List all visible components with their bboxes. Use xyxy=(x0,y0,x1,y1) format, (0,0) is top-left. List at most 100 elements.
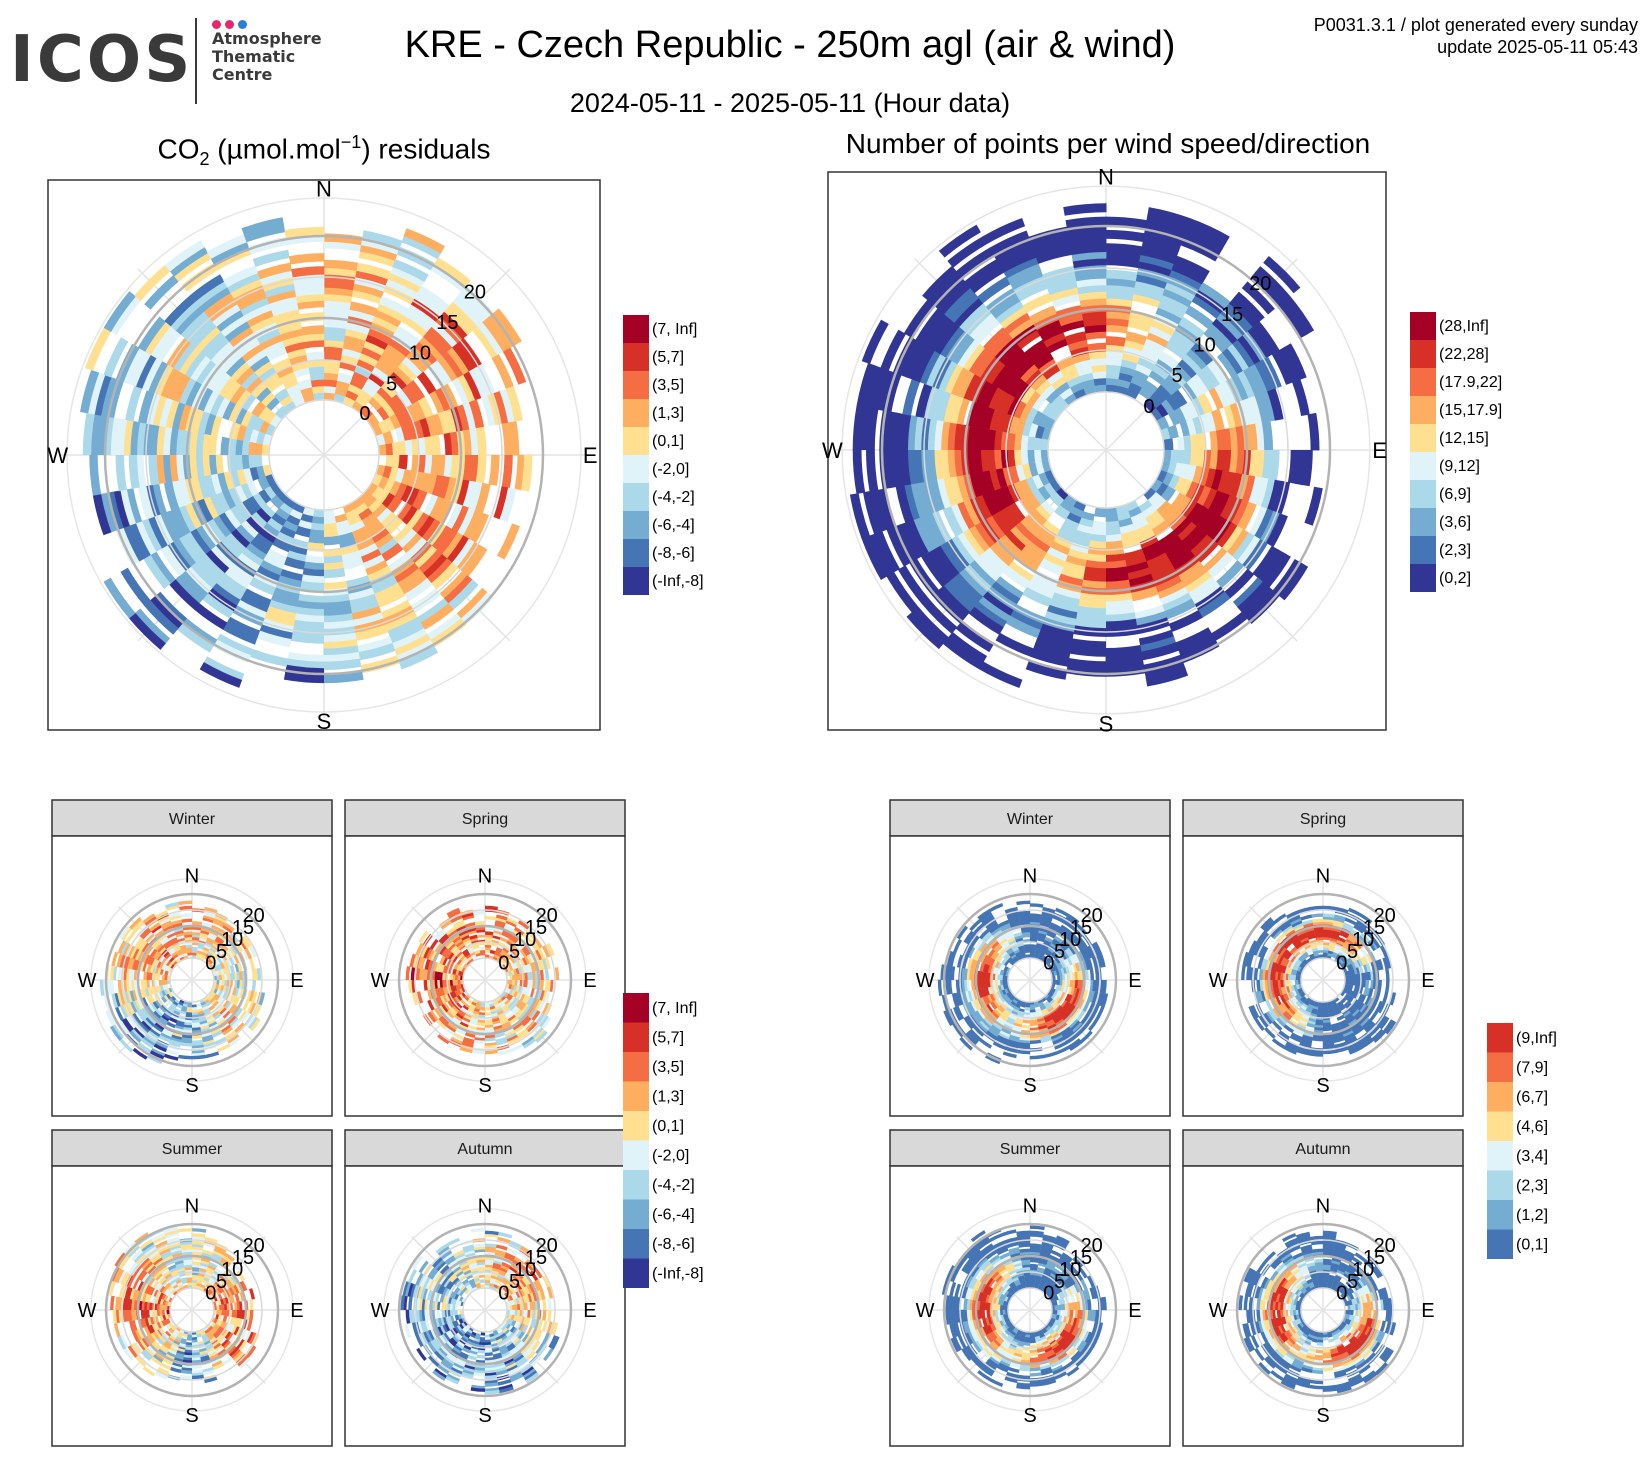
polar-cell xyxy=(1039,324,1064,342)
polar-cell xyxy=(278,393,293,408)
polar-cell xyxy=(203,1041,216,1049)
polar-cell xyxy=(217,933,227,942)
polar-cell xyxy=(372,422,385,436)
polar-cell xyxy=(229,360,251,382)
polar-cell xyxy=(103,291,136,332)
polar-cell xyxy=(1064,331,1087,345)
polar-cell xyxy=(191,1034,203,1039)
polar-cell xyxy=(899,521,923,561)
polar-cell xyxy=(249,511,268,530)
polar-cell xyxy=(165,509,185,540)
polar-cell xyxy=(1300,450,1313,487)
polar-cell xyxy=(905,342,929,380)
polar-cell xyxy=(202,1037,214,1043)
polar-cell xyxy=(1254,266,1291,302)
radial-tick-label: 10 xyxy=(409,342,431,364)
direction-label-e: E xyxy=(583,1300,596,1322)
polar-cell xyxy=(1224,568,1255,599)
polar-cell xyxy=(1243,366,1263,397)
polar-cell xyxy=(378,354,400,373)
polar-cell xyxy=(1181,499,1199,520)
polar-cell xyxy=(89,454,102,496)
polar-cell xyxy=(368,522,387,539)
polar-cell xyxy=(257,476,271,491)
polar-cell xyxy=(1135,272,1168,289)
polar-cell xyxy=(1023,476,1038,494)
polar-cell xyxy=(174,1008,181,1014)
polar-cell xyxy=(170,1036,182,1043)
polar-cell xyxy=(226,616,261,639)
polar-cell xyxy=(257,489,272,505)
polar-cell xyxy=(899,339,924,378)
polar-cell xyxy=(1147,393,1163,409)
polar-cell xyxy=(1008,352,1031,374)
polar-cell xyxy=(365,560,389,577)
legend-swatch xyxy=(1410,508,1436,536)
polar-cell xyxy=(206,960,212,966)
polar-cell xyxy=(942,362,964,394)
polar-cell xyxy=(1260,390,1278,422)
polar-cell xyxy=(861,535,889,580)
polar-cell xyxy=(200,1025,210,1031)
polar-cell xyxy=(245,413,259,430)
polar-cell xyxy=(229,932,240,943)
polar-cell xyxy=(915,383,933,418)
polar-cell xyxy=(1015,280,1048,302)
polar-cell xyxy=(242,302,272,322)
polar-cell xyxy=(128,523,151,560)
polar-cell xyxy=(1141,505,1158,520)
polar-cell xyxy=(1233,291,1265,323)
polar-cell xyxy=(1034,635,1072,654)
polar-cell xyxy=(1143,487,1158,502)
polar-cell xyxy=(214,995,221,1002)
polar-cell xyxy=(468,512,489,544)
polar-cell xyxy=(863,490,883,535)
polar-cell xyxy=(223,265,259,288)
polar-cell xyxy=(272,587,300,603)
polar-cell xyxy=(1223,471,1238,496)
legend-label: (17.9,22] xyxy=(1439,374,1502,391)
polar-cell xyxy=(220,962,226,969)
polar-cell xyxy=(381,542,404,562)
polar-cell xyxy=(243,223,286,243)
polar-cell xyxy=(192,946,198,951)
polar-cell xyxy=(227,562,254,585)
polar-cell xyxy=(502,347,527,385)
polar-cell xyxy=(227,934,238,945)
polar-cell xyxy=(1023,513,1043,533)
polar-cell xyxy=(355,269,389,286)
polar-cell xyxy=(209,991,215,997)
legend-swatch xyxy=(1410,452,1436,480)
polar-cell xyxy=(1257,549,1286,584)
polar-cell xyxy=(222,924,234,934)
polar-cell xyxy=(998,534,1022,558)
polar-cell xyxy=(1065,216,1107,229)
polar-cell xyxy=(224,959,231,968)
polar-cell xyxy=(389,370,409,390)
polar-cell xyxy=(200,1001,207,1007)
polar-cell xyxy=(421,518,442,543)
polar-cell xyxy=(222,992,229,1000)
polar-cell xyxy=(998,342,1022,366)
polar-cell xyxy=(1141,642,1179,661)
polar-cell xyxy=(411,489,428,511)
polar-cell xyxy=(199,1020,208,1026)
polar-cell xyxy=(205,953,212,960)
polar-cell xyxy=(1046,604,1078,621)
polar-cell xyxy=(297,378,313,391)
polar-cell xyxy=(1187,218,1230,245)
polar-cell xyxy=(205,1001,212,1007)
polar-cell xyxy=(361,382,378,398)
polar-cell xyxy=(371,527,391,545)
polar-cell xyxy=(948,394,964,424)
polar-cell xyxy=(1162,592,1193,614)
polar-cell xyxy=(217,512,237,535)
polar-cell xyxy=(1171,328,1197,350)
polar-cell xyxy=(268,294,298,311)
polar-cell xyxy=(204,941,213,948)
polar-cell xyxy=(163,399,180,429)
polar-cell xyxy=(214,1036,227,1045)
polar-cell xyxy=(1030,489,1046,507)
polar-cell xyxy=(1022,586,1052,607)
